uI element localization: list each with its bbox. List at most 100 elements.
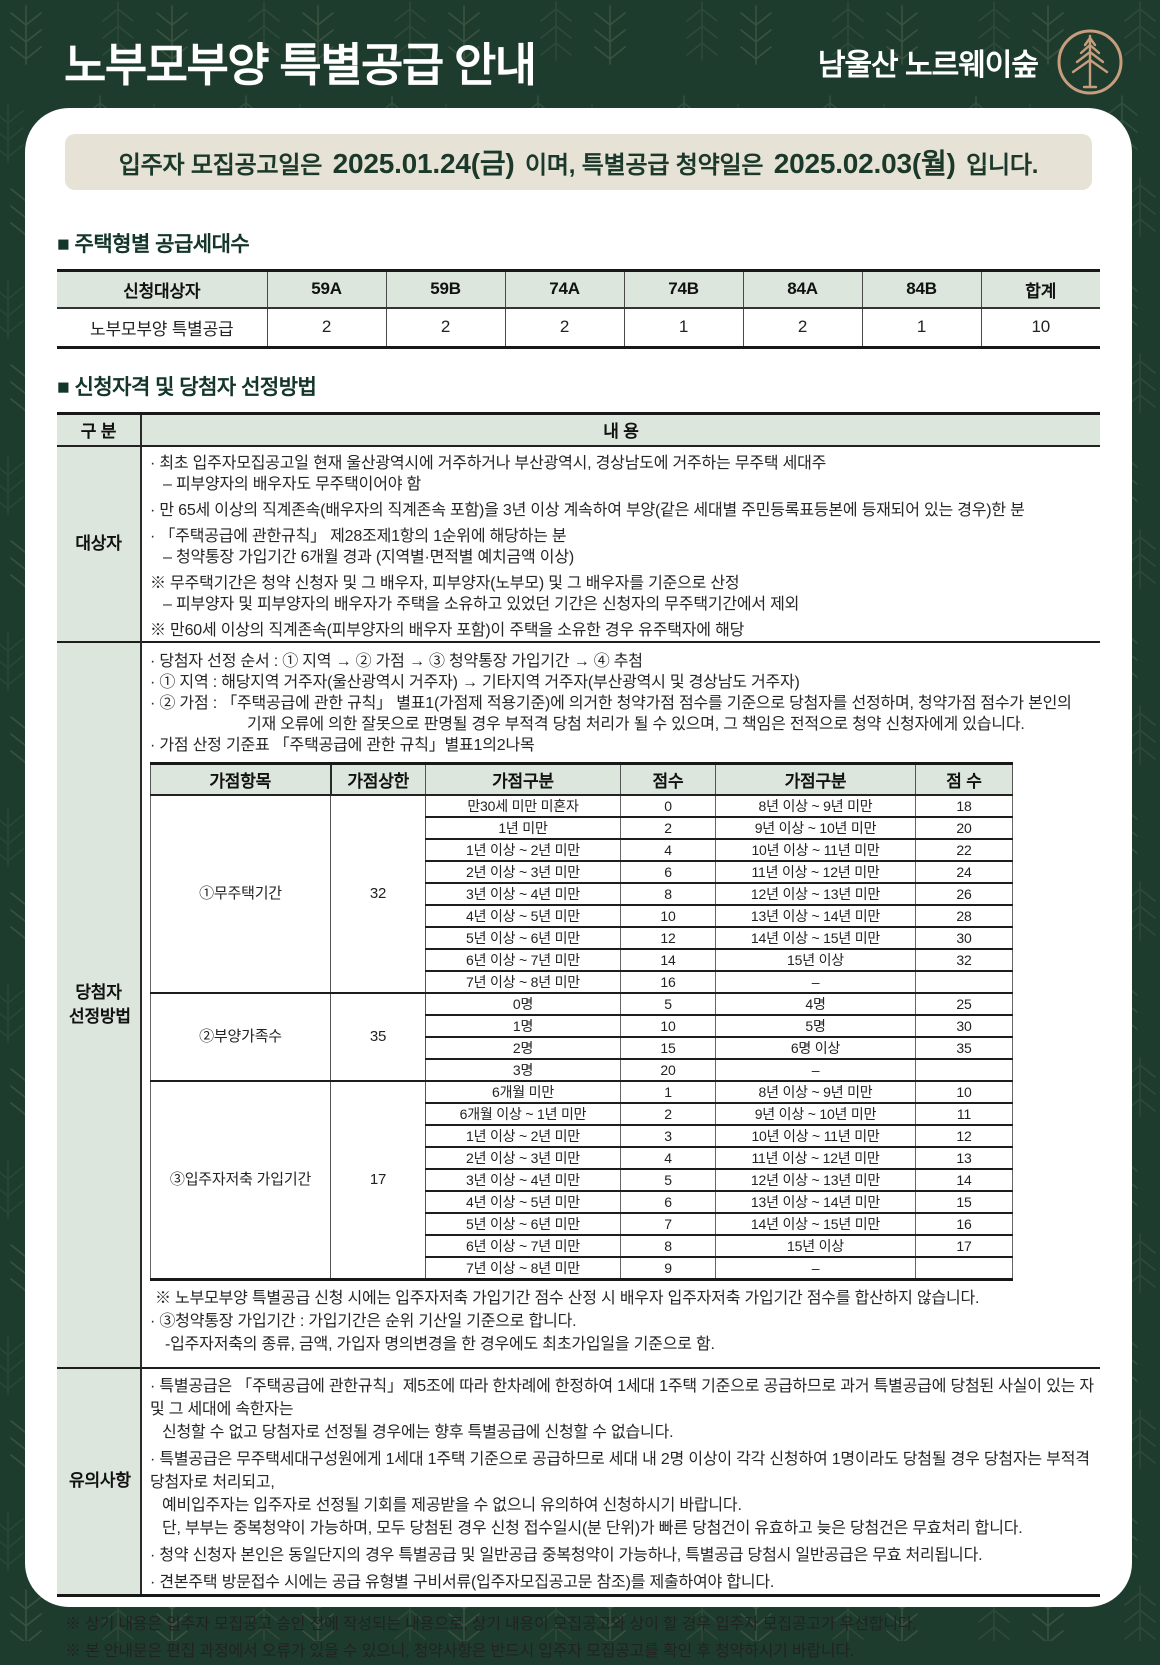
pine-tree-logo-icon xyxy=(1057,29,1123,95)
score-cell: 15 xyxy=(915,1190,1013,1214)
score-cell: 35 xyxy=(915,1036,1013,1060)
score-cell: 5 xyxy=(620,1168,716,1192)
score-cell: 0 xyxy=(620,794,716,818)
table-cell: 노부모부양 특별공급 xyxy=(57,307,268,348)
score-cell: 5 xyxy=(620,992,716,1016)
score-cell: 10 xyxy=(620,1014,716,1038)
score-cell: 4명 xyxy=(715,992,916,1016)
score-cell: 8년 이상 ~ 9년 미만 xyxy=(715,794,916,818)
text-line: · 특별공급은 무주택세대구성원에게 1세대 1주택 기준으로 공급하므로 세대… xyxy=(150,1450,1090,1491)
score-cell: – xyxy=(715,1058,916,1082)
score-row: 1년 이상 ~ 2년 미만 3 10년 이상 ~ 11년 미만 12 xyxy=(151,1124,1013,1148)
score-cell: 11년 이상 ~ 12년 미만 xyxy=(715,860,916,884)
column-header: 가점상한 xyxy=(330,762,426,796)
brand-name: 남울산 노르웨이숲 xyxy=(817,49,1039,82)
score-cell: 20 xyxy=(620,1058,716,1082)
brand-block: 남울산 노르웨이숲 xyxy=(818,28,1124,96)
score-cell: 1명 xyxy=(425,1014,621,1038)
text-line: · ① 지역 : 해당지역 거주자(울산광역시 거주자) → 기타지역 거주자(… xyxy=(150,673,800,691)
column-header: 74B xyxy=(624,270,744,309)
score-cell: 6개월 미만 xyxy=(425,1080,621,1104)
column-header: 59A xyxy=(267,270,387,309)
score-cell: ③입주자저축 가입기간 xyxy=(150,1080,331,1280)
score-cell: 35 xyxy=(330,992,426,1082)
notice-banner: 입주자 모집공고일은 2025.01.24(금) 이며, 특별공급 청약일은 2… xyxy=(65,134,1092,190)
score-cell: 24 xyxy=(915,860,1013,884)
score-cell: 26 xyxy=(915,882,1013,906)
score-cell: 15년 이상 xyxy=(715,948,916,972)
score-cell: 5년 이상 ~ 6년 미만 xyxy=(425,926,621,950)
score-cell: 4년 이상 ~ 5년 미만 xyxy=(425,1190,621,1214)
score-cell: 17 xyxy=(330,1080,426,1280)
score-cell: 8년 이상 ~ 9년 미만 xyxy=(715,1080,916,1104)
score-cell: 8 xyxy=(620,1234,716,1258)
text-line: · 청약 신청자 본인은 동일단지의 경우 특별공급 및 일반공급 중복청약이 … xyxy=(150,1546,983,1564)
score-row: 5년 이상 ~ 6년 미만 12 14년 이상 ~ 15년 미만 30 xyxy=(151,926,1013,950)
target-content: · 최초 입주자모집공고일 현재 울산광역시에 거주하거나 부산광역시, 경상남… xyxy=(141,446,1100,642)
text-line: – 피부양자 및 피부양자의 배우자가 주택을 소유하고 있었던 기간은 신청자… xyxy=(163,595,800,613)
score-cell: 7년 이상 ~ 8년 미만 xyxy=(425,970,621,994)
score-cell: 2년 이상 ~ 3년 미만 xyxy=(425,1146,621,1170)
score-row: 4년 이상 ~ 5년 미만 10 13년 이상 ~ 14년 미만 28 xyxy=(151,904,1013,928)
score-cell: 1년 이상 ~ 2년 미만 xyxy=(425,838,621,862)
score-cell: 3명 xyxy=(425,1058,621,1082)
content-card: 입주자 모집공고일은 2025.01.24(금) 이며, 특별공급 청약일은 2… xyxy=(25,108,1132,1660)
subscription-date: 2025.02.03(월) xyxy=(773,148,956,179)
text-line: ※ 상기 내용은 입주자 모집공고 승인 전에 작성되는 내용으로, 상기 내용… xyxy=(65,1615,917,1633)
text-line: · 만 65세 이상의 직계존속(배우자의 직계존속 포함)을 3년 이상 계속… xyxy=(150,501,1025,519)
text-line: 예비입주자는 입주자로 선정될 기회를 제공받을 수 없으니 유의하여 신청하시… xyxy=(162,1496,742,1514)
supply-table-row: 노부모부양 특별공급 2 2 2 1 2 1 10 xyxy=(57,307,1100,348)
score-cell: 16 xyxy=(620,970,716,994)
score-row: 2년 이상 ~ 3년 미만 4 11년 이상 ~ 12년 미만 13 xyxy=(151,1146,1013,1170)
table-cell: 2 xyxy=(267,307,387,348)
score-cell: 10 xyxy=(915,1080,1013,1104)
score-row: 6년 이상 ~ 7년 미만 8 15년 이상 17 xyxy=(151,1234,1013,1258)
score-cell: 1년 이상 ~ 2년 미만 xyxy=(425,1124,621,1148)
method-intro: · 당첨자 선정 순서 : ① 지역 → ② 가점 → ③ 청약통장 가입기간 … xyxy=(150,651,1100,756)
text-line: · 당첨자 선정 순서 : ① 지역 → ② 가점 → ③ 청약통장 가입기간 … xyxy=(150,652,643,670)
text-line: -입주자저축의 종류, 금액, 가입자 명의변경을 한 경우에도 최초가입일을 … xyxy=(165,1336,715,1353)
score-cell: 5년 이상 ~ 6년 미만 xyxy=(425,1212,621,1236)
column-header: 59B xyxy=(386,270,506,309)
score-cell: 9년 이상 ~ 10년 미만 xyxy=(715,1102,916,1126)
table-cell: 2 xyxy=(386,307,506,348)
score-cell: 6 xyxy=(620,860,716,884)
score-table-body: ①무주택기간 32 만30세 미만 미혼자 0 8년 이상 ~ 9년 미만 18 1년 미만… xyxy=(150,794,1013,1280)
table-cell: 2 xyxy=(743,307,863,348)
criteria-table: 구 분 내 용 대상자 · 최초 입주자모집공고일 현재 울산광역시에 거주하거… xyxy=(57,412,1100,1597)
criteria-row-target: 대상자 · 최초 입주자모집공고일 현재 울산광역시에 거주하거나 부산광역시,… xyxy=(57,445,1100,642)
text-line: 단, 부부는 중복청약이 가능하며, 모두 당첨된 경우 신청 접수일시(분 단… xyxy=(162,1519,1023,1537)
score-cell: 만30세 미만 미혼자 xyxy=(425,794,621,818)
score-cell: 3 xyxy=(620,1124,716,1148)
score-cell: 32 xyxy=(915,948,1013,972)
score-row: 2명 15 6명 이상 35 xyxy=(151,1036,1013,1060)
score-cell: 9 xyxy=(620,1256,716,1280)
text-line: – 피부양자의 배우자도 무주택이어야 함 xyxy=(163,475,422,493)
column-header: 점수 xyxy=(620,762,716,796)
score-cell: 2 xyxy=(620,1102,716,1126)
column-header: 구 분 xyxy=(57,413,142,447)
row-label-target: 대상자 xyxy=(57,445,142,642)
score-cell: 14년 이상 ~ 15년 미만 xyxy=(715,926,916,950)
column-header: 84A xyxy=(743,270,863,309)
score-row: 1명 10 5명 30 xyxy=(151,1014,1013,1038)
score-cell: 2 xyxy=(620,816,716,840)
text-line: ※ 노부모부양 특별공급 신청 시에는 입주자저축 가입기간 점수 산정 시 배… xyxy=(155,1290,980,1307)
text-line: 신청할 수 없고 당첨자로 선정될 경우에는 향후 특별공급에 신청할 수 없습… xyxy=(162,1423,674,1441)
score-cell: 15 xyxy=(620,1036,716,1060)
score-cell: 5명 xyxy=(715,1014,916,1038)
score-cell xyxy=(915,1256,1013,1280)
table-cell: 2 xyxy=(505,307,625,348)
notice-text: 입주자 모집공고일은 xyxy=(118,151,329,179)
score-cell: 11 xyxy=(915,1102,1013,1126)
section-title-supply: ■ 주택형별 공급세대수 xyxy=(57,233,250,256)
row-label-method: 당첨자 선정방법 xyxy=(57,640,142,1368)
section-title-criteria: ■ 신청자격 및 당첨자 선정방법 xyxy=(57,376,317,399)
footer-notes: ※ 상기 내용은 입주자 모집공고 승인 전에 작성되는 내용으로, 상기 내용… xyxy=(65,1611,1100,1665)
score-cell: 6명 이상 xyxy=(715,1036,916,1060)
score-row: 1년 이상 ~ 2년 미만 4 10년 이상 ~ 11년 미만 22 xyxy=(151,838,1013,862)
score-row: 1년 미만 2 9년 이상 ~ 10년 미만 20 xyxy=(151,816,1013,840)
notice-text: 입니다. xyxy=(959,151,1039,179)
score-cell: 6년 이상 ~ 7년 미만 xyxy=(425,1234,621,1258)
score-cell: 6 xyxy=(620,1190,716,1214)
